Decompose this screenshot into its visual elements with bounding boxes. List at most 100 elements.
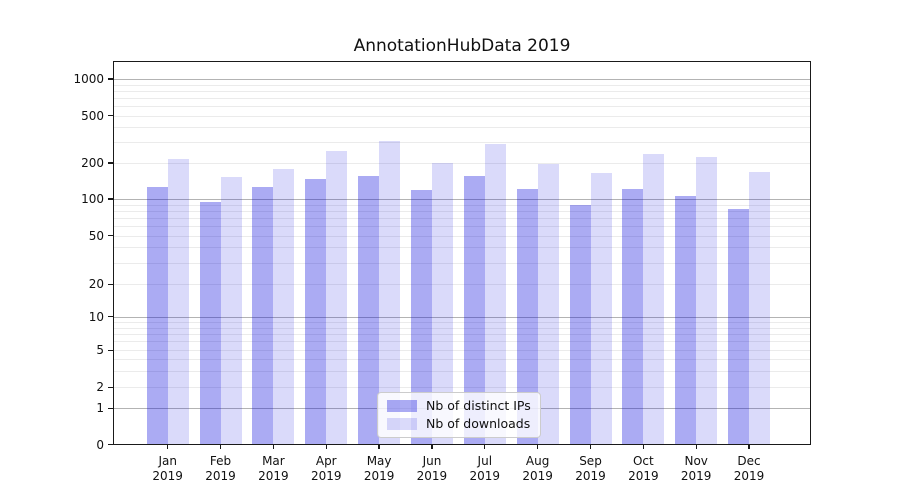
x-tick-month: Oct [632, 453, 654, 468]
gridline-minor [113, 350, 811, 352]
x-tick-month: Aug [525, 453, 550, 468]
legend-label-distinct-ips: Nb of distinct IPs [426, 398, 531, 413]
gridline-minor [113, 84, 811, 86]
bar-feb-ips [199, 201, 221, 445]
x-tick-year: 2019 [310, 469, 342, 483]
gridline-minor [113, 321, 811, 323]
legend: Nb of distinct IPs Nb of downloads [377, 392, 541, 438]
x-tick-label-jun: Jun 2019 [402, 454, 462, 485]
x-tick-month: Jul [477, 453, 493, 468]
bar-oct-ips [622, 188, 644, 445]
x-tick-mark [695, 444, 697, 449]
gridline-minor [113, 341, 811, 343]
y-tick-label: 1000 [73, 72, 104, 86]
y-tick-mark [108, 443, 113, 446]
gridline-minor [113, 247, 811, 249]
x-tick-mark [748, 444, 750, 449]
legend-item-distinct-ips: Nb of distinct IPs [387, 399, 531, 413]
y-tick-mark [108, 114, 113, 117]
bar-oct-downloads [643, 153, 665, 445]
bar-mar-downloads [273, 168, 295, 445]
bar-apr-ips [305, 178, 327, 445]
x-tick-year: 2019 [522, 469, 553, 483]
x-tick-mark [642, 444, 645, 449]
x-tick-mark [431, 444, 433, 449]
bar-jan-downloads [167, 159, 189, 445]
gridline-minor [113, 327, 811, 329]
bar-jun-downloads [431, 162, 453, 445]
x-tick-label-apr: Apr 2019 [296, 454, 356, 485]
x-tick-year: 2019 [258, 469, 289, 483]
bar-sep-downloads [590, 172, 612, 445]
bar-aug-downloads [537, 164, 559, 445]
bar-nov-ips [675, 195, 697, 445]
bar-dec-ips [728, 209, 750, 445]
gridline-minor [113, 210, 811, 212]
y-tick-label: 2 [96, 380, 104, 395]
gridline-minor [113, 163, 811, 164]
x-tick-month: May [366, 453, 392, 468]
x-tick-label-aug: Aug 2019 [508, 454, 568, 485]
y-tick-mark [108, 349, 113, 351]
bar-apr-downloads [326, 151, 348, 445]
bar-sep-ips [569, 204, 591, 445]
bar-dec-downloads [749, 171, 771, 445]
bar-jul-downloads [484, 144, 506, 445]
gridline-minor [113, 127, 811, 129]
gridline-minor [113, 235, 811, 237]
bar-aug-ips [516, 189, 538, 445]
gridline-minor [113, 141, 811, 143]
x-tick-month: Apr [315, 453, 337, 468]
x-tick-year: 2019 [733, 469, 765, 483]
x-tick-year: 2019 [575, 469, 606, 483]
y-tick-label: 20 [88, 277, 104, 292]
x-tick-month: Feb [209, 453, 232, 468]
y-tick-label: 200 [81, 156, 104, 170]
x-tick-label-dec: Dec 2019 [719, 454, 779, 485]
x-tick-mark [589, 444, 592, 449]
y-tick-label: 0 [96, 437, 104, 452]
y-tick-label: 5 [96, 343, 104, 358]
bar-nov-downloads [696, 157, 718, 445]
x-tick-label-jan: Jan 2019 [138, 454, 198, 485]
gridline-major [113, 199, 811, 200]
x-tick-label-oct: Oct 2019 [613, 454, 673, 485]
gridline-minor [113, 262, 811, 264]
bar-may-downloads [379, 140, 401, 445]
x-tick-label-may: May 2019 [349, 454, 409, 485]
legend-item-downloads: Nb of downloads [387, 417, 531, 431]
chart-title: AnnotationHubData 2019 [353, 36, 571, 56]
x-tick-year: 2019 [416, 469, 448, 483]
bar-may-ips [358, 175, 380, 445]
gridline-minor [113, 105, 811, 107]
x-tick-mark [272, 444, 275, 449]
x-tick-month: Mar [262, 453, 285, 468]
y-tick-label: 50 [88, 228, 104, 243]
x-tick-mark [536, 444, 539, 449]
x-tick-month: Jun [422, 453, 442, 468]
y-tick-mark [108, 198, 113, 200]
legend-label-downloads: Nb of downloads [426, 416, 531, 431]
gridline-minor [113, 217, 811, 219]
x-tick-mark [484, 444, 486, 449]
gridline-major [113, 79, 811, 80]
y-tick-mark [108, 407, 113, 409]
y-tick-label: 10 [88, 309, 104, 324]
x-tick-mark [325, 444, 327, 449]
bar-jul-ips [463, 175, 485, 445]
legend-swatch-downloads [387, 418, 417, 430]
x-tick-year: 2019 [363, 469, 395, 483]
gridline-minor [113, 204, 811, 206]
x-tick-year: 2019 [152, 469, 183, 483]
gridline-minor [113, 115, 811, 117]
x-tick-year: 2019 [680, 469, 712, 483]
y-tick-label: 1 [96, 401, 104, 416]
x-tick-label-mar: Mar 2019 [243, 454, 303, 485]
x-tick-month: Jan [158, 453, 177, 468]
x-tick-year: 2019 [628, 469, 659, 483]
y-tick-label: 100 [81, 192, 104, 206]
gridline-minor [113, 225, 811, 227]
x-tick-label-sep: Sep 2019 [561, 454, 621, 485]
bar-feb-downloads [220, 176, 242, 445]
